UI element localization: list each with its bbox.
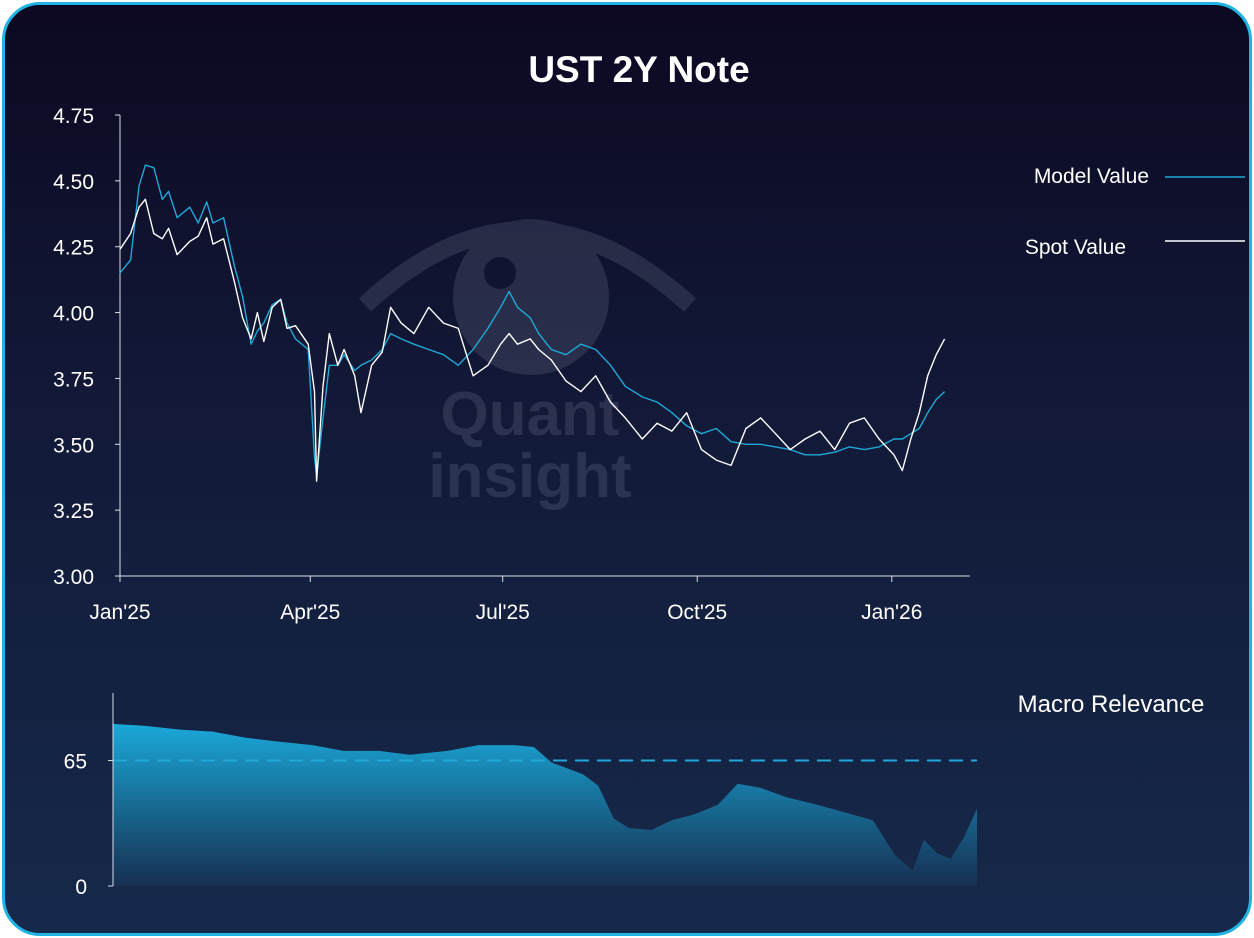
x-tick-label: Oct'25	[667, 601, 727, 624]
x-tick-label: Apr'25	[280, 601, 340, 624]
y-tick-label: 3.50	[53, 434, 94, 457]
chart-title: UST 2Y Note	[528, 49, 749, 90]
y-tick-label: 4.00	[53, 303, 94, 326]
macro-relevance-area	[113, 723, 977, 886]
legend-label-model-value: Model Value	[1034, 165, 1149, 188]
svg-text:Quant: Quant	[440, 380, 619, 449]
macro-relevance-title: Macro Relevance	[1018, 691, 1205, 718]
macro-y-tick-label: 0	[75, 876, 87, 899]
y-tick-label: 4.25	[53, 237, 94, 260]
y-tick-label: 3.75	[53, 368, 94, 391]
x-tick-label: Jan'26	[861, 601, 922, 624]
chart-canvas: Quant insight UST 2Y Note Macro Relevanc…	[53, 49, 1245, 899]
watermark-logo: Quant insight	[358, 219, 697, 511]
x-tick-label: Jan'25	[89, 601, 150, 624]
y-tick-label: 3.25	[53, 500, 94, 523]
series-line-model-value	[119, 164, 946, 477]
macro-y-tick-label: 65	[64, 751, 87, 774]
legend: Model Value Spot Value	[1025, 165, 1245, 259]
series-line-spot-value	[119, 198, 946, 482]
y-tick-label: 3.00	[53, 566, 94, 589]
svg-text:insight: insight	[428, 442, 631, 511]
y-tick-label: 4.75	[53, 105, 94, 128]
y-tick-label: 4.50	[53, 171, 94, 194]
legend-label-spot-value: Spot Value	[1025, 236, 1126, 259]
x-tick-label: Jul'25	[476, 601, 530, 624]
